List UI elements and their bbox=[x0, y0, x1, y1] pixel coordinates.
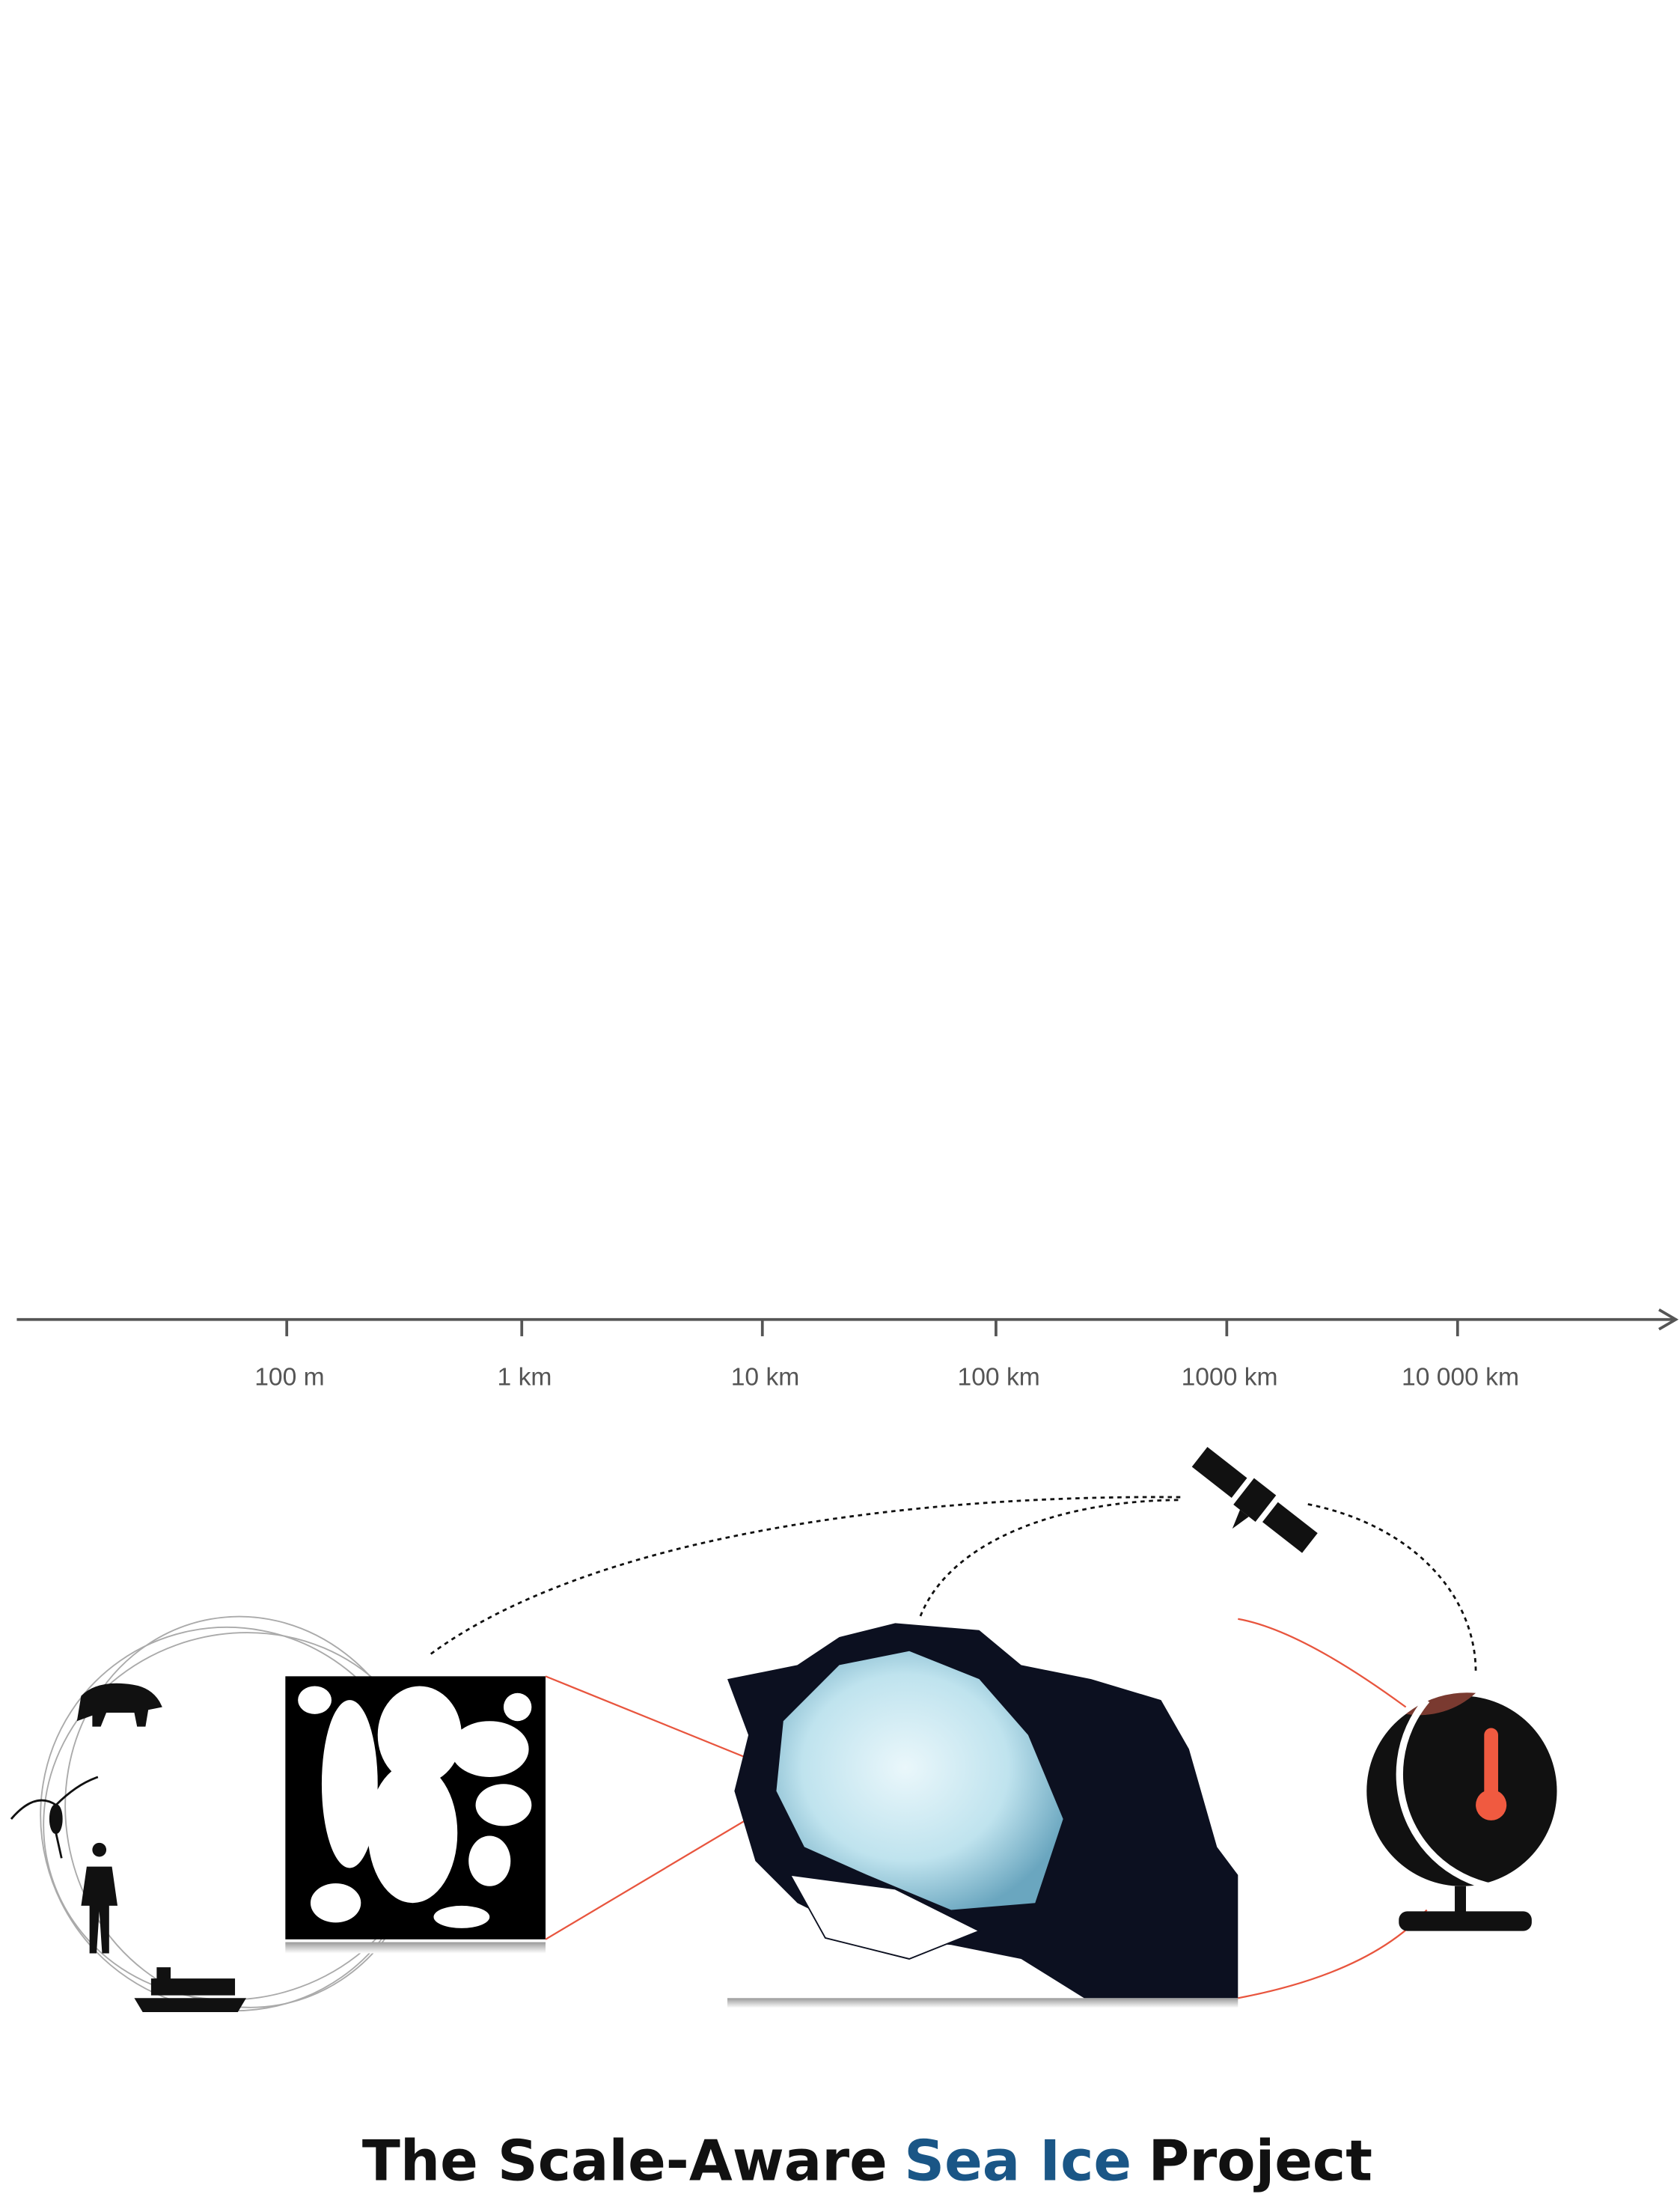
thermometer bbox=[1484, 1728, 1498, 1798]
title-text: The Scale-Aware bbox=[362, 2128, 888, 2193]
dashed-link bbox=[430, 1496, 1182, 1655]
title-text: Project bbox=[1149, 2128, 1372, 2193]
floe bbox=[377, 1686, 462, 1785]
organism-icons bbox=[10, 1683, 246, 2012]
shape bbox=[1191, 1447, 1247, 1498]
floe bbox=[433, 1905, 490, 1928]
panel-shadow bbox=[285, 1942, 546, 1954]
tick-label: 10 000 km bbox=[1402, 1364, 1519, 1392]
zoom-line bbox=[545, 1675, 767, 1767]
tick-label: 100 km bbox=[958, 1364, 1040, 1392]
floe bbox=[503, 1692, 532, 1722]
floes bbox=[298, 1686, 532, 1928]
shape bbox=[1232, 1509, 1249, 1529]
floe-panel bbox=[285, 1676, 546, 1954]
shape bbox=[1262, 1502, 1318, 1553]
dashed-link bbox=[919, 1499, 1182, 1617]
zoom-line bbox=[1238, 1618, 1407, 1708]
tick-label: 1 km bbox=[498, 1364, 552, 1392]
floe bbox=[49, 1803, 63, 1835]
ship-icon bbox=[134, 1967, 246, 2012]
bear-icon bbox=[76, 1683, 162, 1727]
ice-map bbox=[727, 1623, 1238, 2008]
title: The Scale-Aware Sea Ice Project bbox=[362, 2128, 1372, 2193]
shape bbox=[1233, 1478, 1277, 1523]
axis-arrow bbox=[1658, 1308, 1679, 1331]
globe-icon bbox=[1366, 1692, 1557, 1931]
floe bbox=[450, 1721, 529, 1777]
shape bbox=[10, 1799, 57, 1820]
tick-label: 10 km bbox=[731, 1364, 800, 1392]
floe bbox=[475, 1784, 532, 1826]
shape bbox=[55, 1832, 63, 1859]
ice-cover bbox=[776, 1651, 1063, 1910]
globe-base bbox=[1399, 1911, 1532, 1931]
floe bbox=[367, 1763, 458, 1904]
globe-stand bbox=[1455, 1886, 1466, 1915]
zoom-line bbox=[1238, 1909, 1428, 1999]
shape bbox=[55, 1776, 99, 1806]
tick-label: 100 m bbox=[254, 1364, 324, 1392]
satellite-icon bbox=[1191, 1447, 1318, 1553]
person-icon bbox=[81, 1842, 118, 1954]
zoom-line bbox=[545, 1807, 767, 1940]
copepod-icon bbox=[10, 1776, 99, 1859]
globe bbox=[1366, 1695, 1557, 1886]
scale-axis: 100 m 1 km 10 km 100 km 1000 km 10 000 km bbox=[16, 1308, 1679, 1392]
globe-meridian bbox=[1396, 1698, 1518, 1893]
thermometer-bulb bbox=[1476, 1789, 1507, 1820]
satellite-links bbox=[430, 1496, 1477, 1672]
title-accent: Sea Ice bbox=[904, 2128, 1131, 2193]
floe bbox=[298, 1686, 332, 1714]
floe bbox=[468, 1835, 511, 1886]
tick-label: 1000 km bbox=[1182, 1364, 1278, 1392]
panel-shadow bbox=[727, 1998, 1238, 2008]
land-shape bbox=[789, 1874, 981, 1960]
floe bbox=[321, 1700, 378, 1868]
floe bbox=[310, 1883, 361, 1923]
tick-group: 100 m 1 km 10 km 100 km 1000 km 10 000 km bbox=[254, 1319, 1519, 1392]
dashed-link bbox=[1307, 1503, 1477, 1672]
